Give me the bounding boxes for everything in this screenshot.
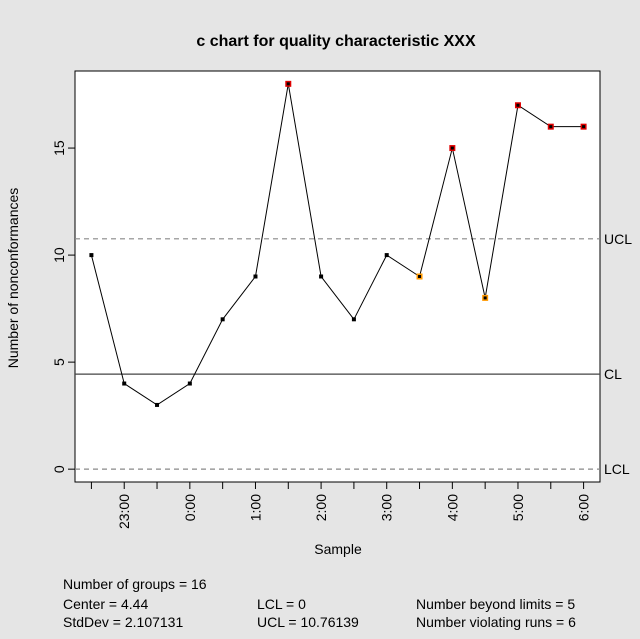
data-point-marker [286,82,290,86]
data-point-marker [483,296,487,300]
stat-ucl: UCL = 10.76139 [257,614,359,630]
series-line [90,83,584,406]
data-point [253,274,258,279]
data-point [319,274,324,279]
data-point [89,253,94,258]
x-tick-label: 0:00 [182,494,198,521]
data-point-marker [450,146,454,150]
data-point [384,253,389,258]
stat-center: Center = 4.44 [63,596,149,612]
axes: 0 5 10 15 23:00 0:00 1:00 2:00 3:00 4:00 5:00 6:00 [51,140,592,529]
y-tick-label: 10 [51,247,67,263]
x-tick-label: 2:00 [313,494,329,521]
data-point-marker [418,275,422,278]
x-tick-label: 5:00 [510,494,526,521]
data-point [220,317,225,322]
stat-lcl: LCL = 0 [257,596,306,612]
data-point [122,381,127,386]
data-point [351,317,356,322]
stat-groups: Number of groups = 16 [63,576,207,592]
data-point-marker [582,125,586,129]
plot-panel [74,70,601,483]
data-point [155,402,160,407]
stat-violating-runs: Number violating runs = 6 [416,614,576,630]
chart-title: c chart for quality characteristic XXX [196,33,476,50]
y-axis-label: Number of nonconformances [5,188,21,369]
x-tick-label: 6:00 [576,494,592,521]
x-tick-label: 23:00 [116,494,132,529]
y-tick-label: 5 [51,358,67,366]
data-point [187,381,192,386]
y-tick-label: 15 [51,140,67,156]
y-tick-label: 0 [51,465,67,473]
data-point-marker [516,103,520,107]
x-axis-label: Sample [314,541,362,557]
control-label-ucl: UCL [604,231,632,247]
control-lines: UCL CL LCL [75,231,632,477]
x-tick-label: 3:00 [379,494,395,521]
data-point-marker [549,125,553,129]
x-tick-label: 1:00 [247,494,263,521]
control-label-lcl: LCL [604,461,630,477]
stat-beyond-limits: Number beyond limits = 5 [416,596,576,612]
data-series [89,80,587,407]
stat-stddev: StdDev = 2.107131 [63,614,184,630]
x-tick-label: 4:00 [444,494,460,521]
c-chart: c chart for quality characteristic XXX U… [5,33,632,557]
control-label-cl: CL [604,366,622,382]
